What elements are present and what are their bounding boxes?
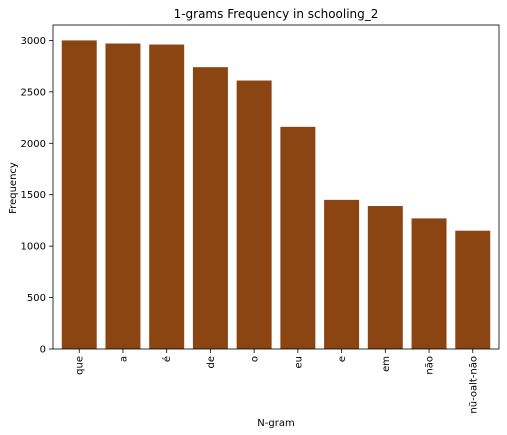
y-tick-label: 2000 [21, 139, 46, 150]
x-tick-label: a [118, 356, 129, 362]
bar-o [236, 80, 272, 349]
y-tick-label: 3000 [21, 36, 46, 47]
x-tick-label: eu [293, 356, 304, 369]
y-tick-label: 2500 [21, 87, 46, 98]
plot-frame [52, 24, 500, 350]
bar-não [411, 218, 447, 349]
x-tick-label: não [425, 356, 436, 375]
chart-title: 1-grams Frequency in schooling_2 [174, 7, 379, 21]
y-axis-label: Frequency [8, 162, 19, 214]
x-tick-label: o [250, 356, 261, 362]
bar-nũ-oalt-não [455, 230, 491, 349]
bars-group [61, 40, 491, 350]
y-tick-label: 1000 [21, 242, 46, 253]
bar-que [61, 40, 97, 350]
y-tick-label: 1500 [21, 190, 46, 201]
x-tick-label: nũ-oalt-não [468, 356, 479, 414]
x-axis-label: N-gram [257, 418, 294, 429]
y-tick-label: 0 [40, 345, 46, 356]
x-tick-label: em [381, 356, 392, 372]
bar-é [149, 44, 185, 349]
bar-em [367, 206, 403, 349]
y-tick-label: 500 [27, 293, 46, 304]
x-tick-label: que [75, 356, 86, 375]
x-tick-label: de [206, 356, 217, 369]
x-ticks-group: que a é de o eu e em não nũ-oalt-não [75, 349, 479, 414]
bar-eu [280, 126, 316, 349]
bar-a [105, 43, 141, 349]
y-ticks-group: 0 500 1000 1500 2000 2500 3000 [21, 36, 53, 356]
x-tick-label: é [161, 356, 173, 362]
x-tick-label: e [337, 356, 348, 362]
bar-e [324, 199, 360, 349]
bar-de [192, 67, 228, 350]
